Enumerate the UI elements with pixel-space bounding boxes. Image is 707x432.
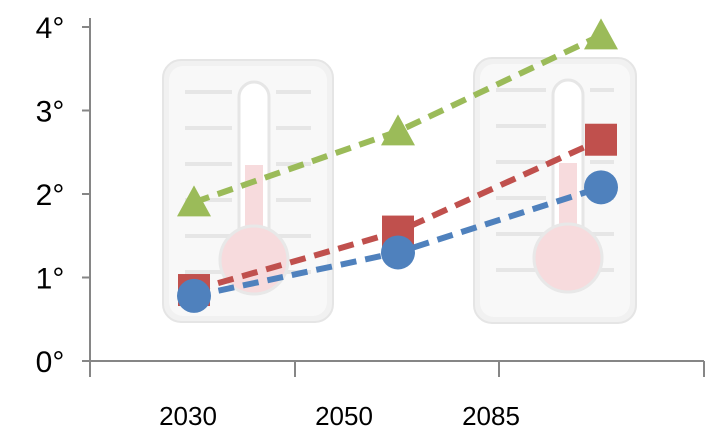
x-tick-label: 2085: [462, 401, 520, 431]
data-point-square: [585, 123, 617, 156]
y-tick-label: 3°: [36, 96, 65, 129]
data-point-triangle: [584, 18, 618, 50]
background-icons: [162, 57, 637, 324]
series-circle: [177, 170, 618, 313]
y-tick-label: 1°: [36, 263, 65, 296]
data-point-triangle: [381, 114, 415, 146]
y-tick-label: 4°: [36, 12, 65, 45]
data-point-triangle: [177, 185, 211, 217]
y-tick-label: 0°: [36, 346, 65, 379]
y-tick-label: 2°: [36, 179, 65, 212]
axes: 0° 1° 2° 3° 4° 2030 2050 2085: [36, 12, 705, 431]
data-point-circle: [381, 235, 415, 270]
series-triangle: [177, 18, 618, 217]
x-tick-label: 2050: [315, 401, 373, 431]
x-tick-label: 2030: [159, 401, 217, 431]
series-layer: [177, 18, 618, 313]
data-point-circle: [177, 278, 211, 313]
data-point-circle: [584, 170, 618, 205]
